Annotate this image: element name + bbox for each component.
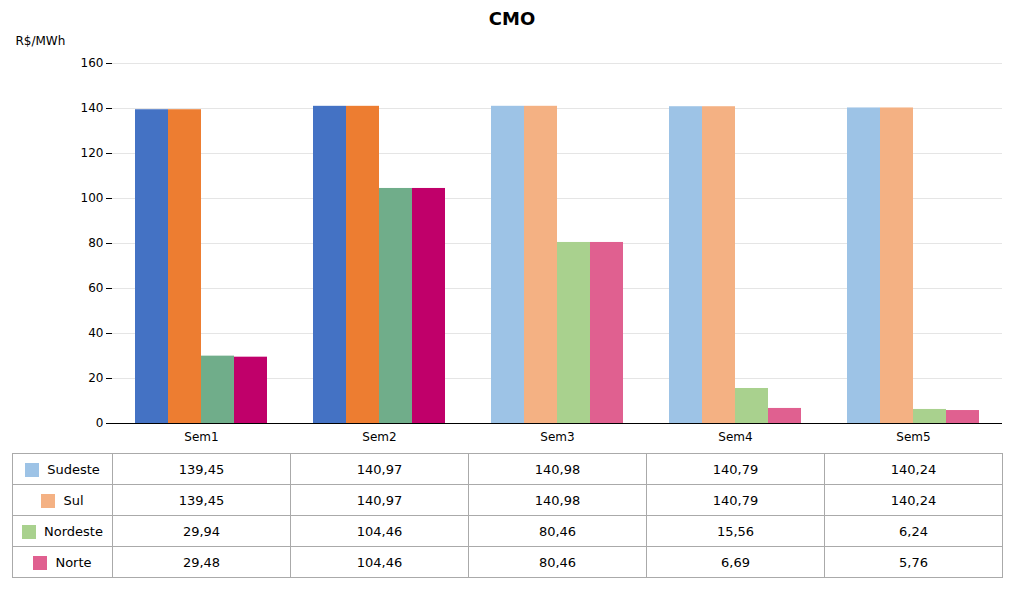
html-text:Sudeste: Sudeste (47, 462, 100, 477)
html-text:5,76: 5,76 (899, 554, 928, 570)
svg-text:20: 20 (88, 371, 103, 385)
html-text:140,79: 140,79 (712, 461, 759, 477)
svg-text:80: 80 (88, 236, 103, 250)
svg-text:Sem2: Sem2 (362, 430, 396, 444)
svg-text:100: 100 (81, 191, 104, 205)
html-text:140,79: 140,79 (712, 492, 759, 508)
html-text:80,46: 80,46 (538, 554, 577, 570)
html-text:140,24: 140,24 (890, 492, 937, 508)
svg-text:120: 120 (81, 146, 104, 160)
svg-text:Sem4: Sem4 (718, 430, 752, 444)
html-text:6,24: 6,24 (899, 523, 928, 539)
svg-text:Sem3: Sem3 (540, 430, 574, 444)
svg-text:0: 0 (96, 416, 104, 430)
html-text:6,69: 6,69 (721, 554, 750, 570)
svg-text:Sem5: Sem5 (896, 430, 930, 444)
html-text:80,46: 80,46 (538, 523, 577, 539)
html-text:CMO: CMO (488, 8, 536, 29)
html-text:Nordeste: Nordeste (44, 524, 103, 539)
svg-text:60: 60 (88, 281, 103, 295)
svg-text:R$/MWh: R$/MWh (16, 34, 66, 48)
html-text:Sul: Sul (63, 493, 84, 508)
html-text:15,56: 15,56 (716, 523, 755, 539)
html-text:140,97: 140,97 (356, 461, 403, 477)
html-text:104,46: 104,46 (356, 554, 403, 570)
html-text:104,46: 104,46 (356, 523, 403, 539)
html-text:139,45: 139,45 (178, 461, 225, 477)
svg-text:40: 40 (88, 326, 103, 340)
svg-text:Sem1: Sem1 (184, 430, 218, 444)
html-text:139,45: 139,45 (178, 492, 225, 508)
html-text:140,24: 140,24 (890, 461, 937, 477)
html-text:29,48: 29,48 (182, 554, 221, 570)
html-text:140,98: 140,98 (534, 492, 581, 508)
svg-text:140: 140 (81, 101, 104, 115)
html-text:140,97: 140,97 (356, 492, 403, 508)
html-text:Norte: Norte (55, 555, 92, 570)
html-text:140,98: 140,98 (534, 461, 581, 477)
html-text:29,94: 29,94 (182, 523, 221, 539)
svg-text:160: 160 (81, 56, 104, 70)
